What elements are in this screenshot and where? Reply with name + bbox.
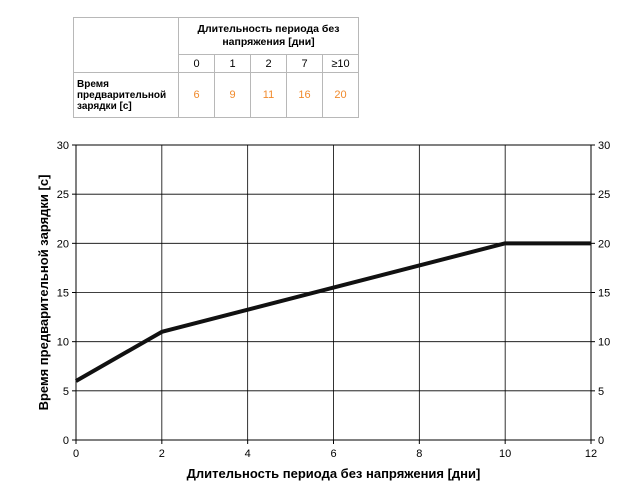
y-tick-label-right: 25 <box>598 189 610 201</box>
chart-grid <box>76 145 591 440</box>
y-tick-label-right: 5 <box>598 386 604 398</box>
series-layer <box>75 241 591 383</box>
table-value-cell: 9 <box>214 72 251 118</box>
table-values-row: Время предварительной зарядки [с] 6 9 11… <box>73 72 359 118</box>
table-corner-cell <box>73 17 179 73</box>
y-tick-label-left: 15 <box>57 288 69 300</box>
data-table: Длительность периода без напряжения [дни… <box>73 17 359 118</box>
table-value-cell: 20 <box>322 72 359 118</box>
y-tick-label-left: 20 <box>57 238 69 250</box>
y-tick-label-left: 30 <box>57 140 69 152</box>
y-tick-label-left: 25 <box>57 189 69 201</box>
table-value-cell: 11 <box>250 72 287 118</box>
x-tick-label: 0 <box>73 448 79 460</box>
y-axis-title: Время предварительной зарядки [с] <box>36 175 51 411</box>
y-tick-label-right: 0 <box>598 435 604 447</box>
y-tick-label-right: 20 <box>598 238 610 250</box>
y-tick-label-right: 10 <box>598 337 610 349</box>
y-tick-label-right: 15 <box>598 288 610 300</box>
table-value-cell: 6 <box>178 72 215 118</box>
x-tick-label: 10 <box>499 448 511 460</box>
y-tick-label-left: 10 <box>57 337 69 349</box>
y-tick-label-right: 30 <box>598 140 610 152</box>
x-axis-title: Длительность периода без напряжения [дни… <box>187 466 481 481</box>
y-tick-label-left: 5 <box>63 386 69 398</box>
x-tick-label: 12 <box>585 448 597 460</box>
x-tick-label: 8 <box>416 448 422 460</box>
series-line <box>75 241 591 383</box>
table-value-cell: 16 <box>286 72 323 118</box>
y-tick-label-left: 0 <box>63 435 69 447</box>
x-tick-label: 4 <box>245 448 251 460</box>
x-tick-label: 2 <box>159 448 165 460</box>
x-tick-label: 6 <box>330 448 336 460</box>
